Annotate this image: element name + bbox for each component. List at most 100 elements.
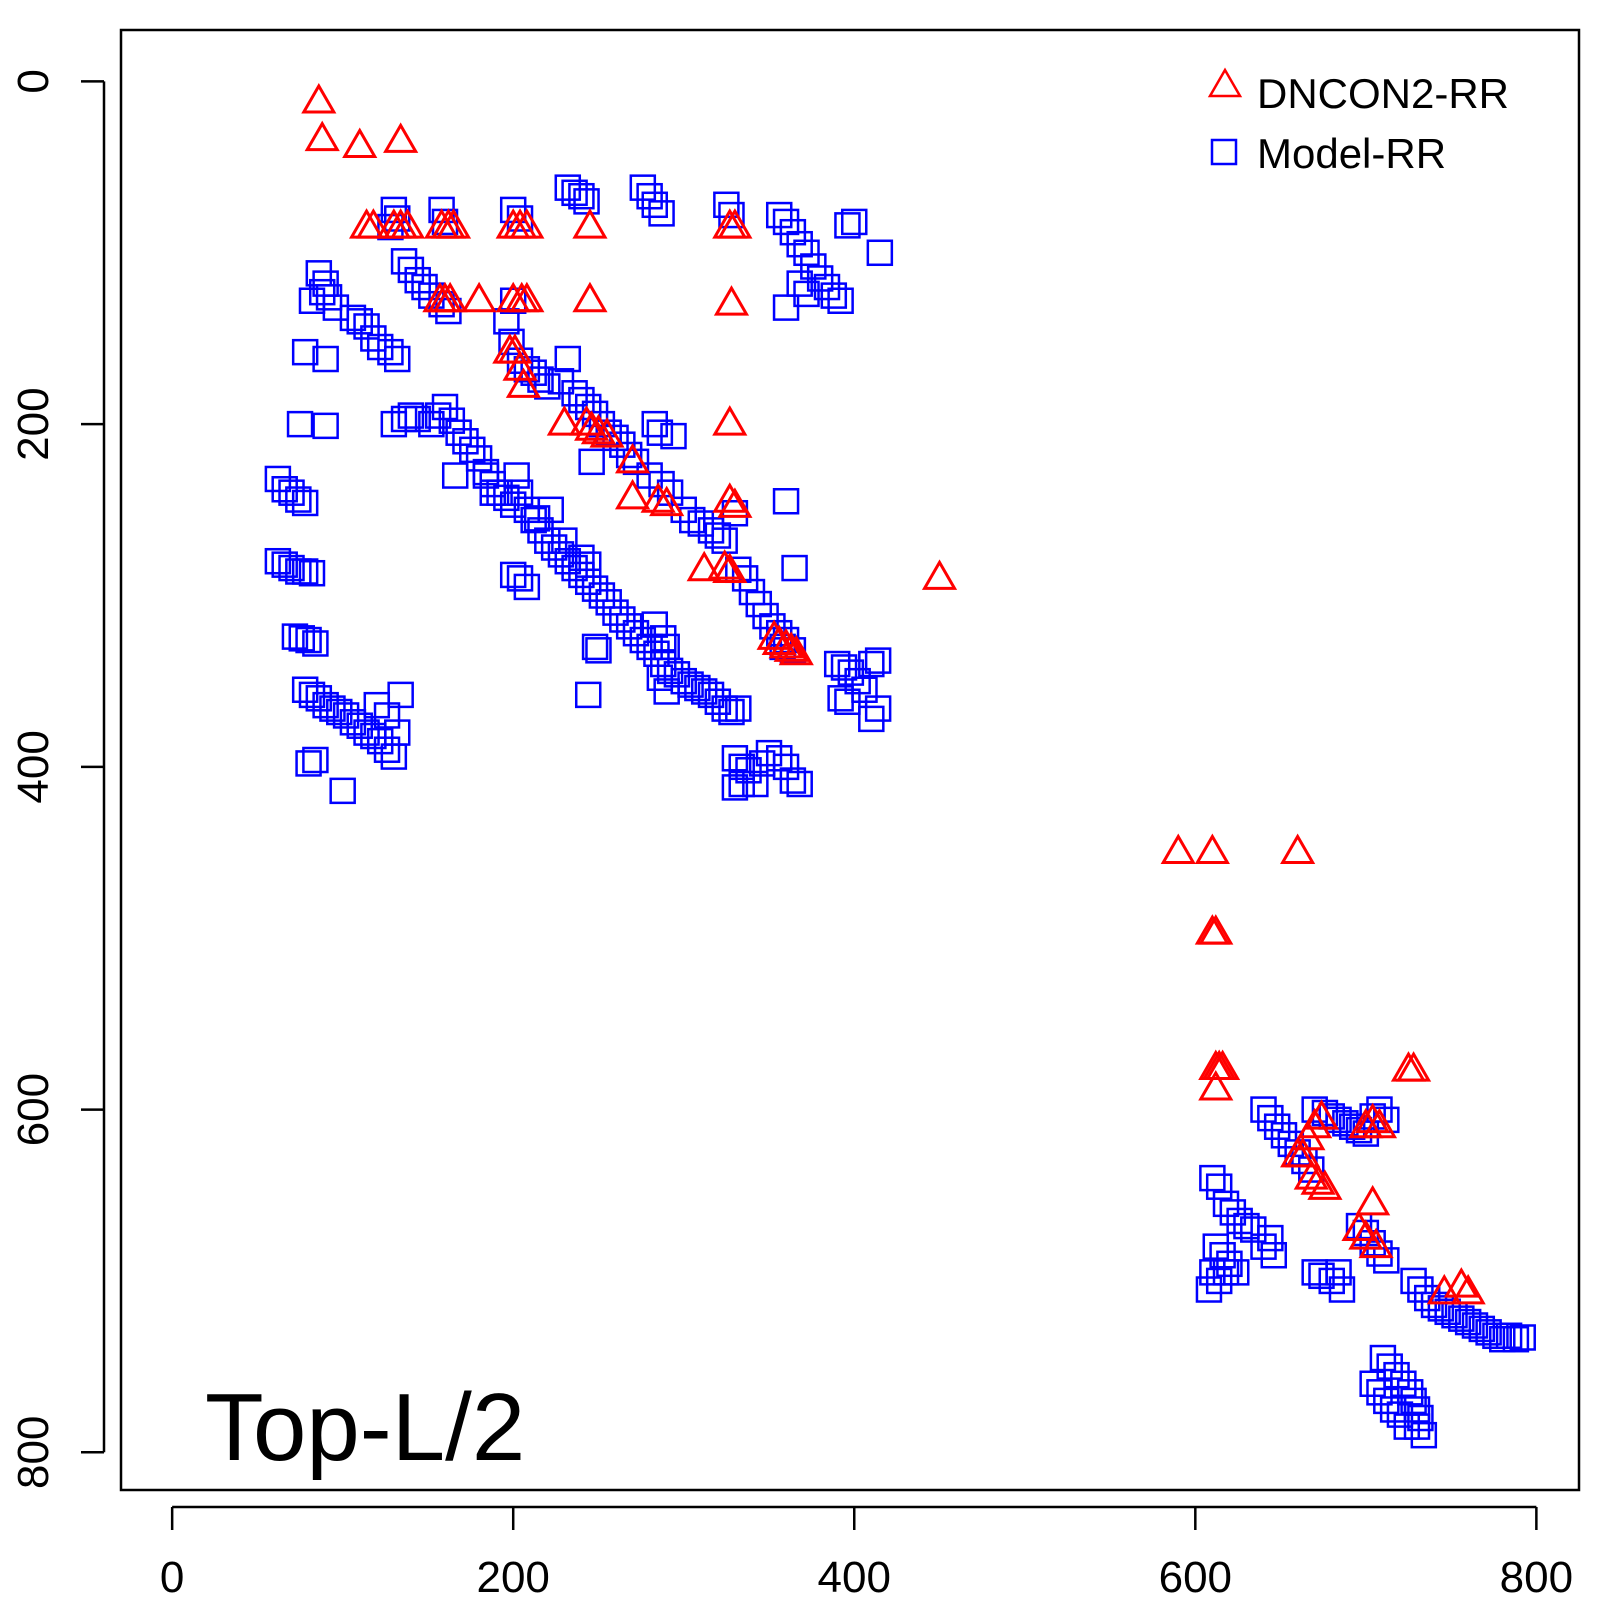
model-rr-point [1212,1259,1240,1286]
model-rr-point [366,727,394,755]
model-rr-point [793,239,820,267]
dncon2-rr-point [1300,1164,1336,1195]
dncon2-rr-point [712,482,748,513]
model-rr-point [622,619,650,647]
model-rr-point [864,647,892,674]
model-rr-point [377,338,404,366]
dncon2-rr-point [383,122,419,153]
dncon2-rr-point [304,120,340,152]
model-rr-point [459,436,486,464]
model-rr-point [380,410,408,438]
model-rr-point [551,527,578,554]
model-rr-point [329,777,356,805]
dncon2-rr-point [342,127,378,159]
model-rr-point [830,654,858,681]
model-rr-point [841,208,868,236]
model-rr-point [568,386,595,414]
model-rr-point [772,294,800,321]
model-rr-point [397,402,425,429]
model-rr-point [523,505,551,532]
model-rr-point [1338,1113,1366,1140]
model-rr-point [322,294,350,321]
dncon2-rr-point [589,417,625,448]
model-rr-point [718,201,745,229]
model-rr-point [1369,1344,1397,1372]
model-rr-point [1407,1276,1434,1303]
dncon2-rr-point [505,367,542,398]
dncon2-rr-point [568,405,605,436]
legend: DNCON2-RR Model-RR [1207,67,1509,177]
model-rr-point [418,410,445,438]
dncon2-rr-point [713,285,750,316]
dncon2-rr-point [1297,1107,1333,1139]
x-tick-label: 400 [818,1553,891,1600]
y-tick-label: 0 [9,69,58,93]
model-rr-point [781,554,808,582]
model-rr-point [646,419,674,446]
model-rr-point [291,558,319,585]
model-rr-point [786,770,813,798]
model-rr-point [554,345,582,373]
y-axis: 0 200 400 600 800 [9,69,106,1489]
dncon2-rr-point [1355,1102,1391,1134]
model-rr-point [728,753,755,781]
series-dncon2-rr [301,82,1486,1305]
dncon2-rr-point [1303,1099,1340,1130]
model-rr-point [1205,1267,1233,1295]
model-rr-point [520,506,547,534]
model-rr-point [291,489,319,517]
model-rr-point [1216,1250,1243,1278]
model-rr-point [506,565,534,592]
y-tick-label: 200 [9,387,58,460]
model-rr-point [834,212,861,239]
model-rr-point [540,534,568,561]
dncon2-rr-point [649,485,685,517]
model-rr-point [441,462,469,489]
model-rr-point [384,719,411,746]
series-layer [264,82,1536,1449]
model-rr-point [1366,1096,1393,1123]
model-rr-point [581,633,609,661]
panel-label: Top-L/2 [205,1374,525,1481]
dncon2-rr-point [461,281,497,313]
model-rr-point [646,664,674,691]
dncon2-rr-point [1361,1107,1398,1139]
model-rr-point [339,709,367,736]
dncon2-rr-point [1280,833,1316,865]
model-rr-point [404,266,431,294]
dncon2-rr-point [301,82,337,114]
model-rr-point [302,746,329,774]
x-tick-label: 200 [476,1553,549,1600]
dncon2-rr-point [756,619,792,650]
model-rr-point [793,280,820,308]
model-rr-point [772,487,800,515]
x-tick-label: 600 [1159,1553,1232,1600]
model-rr-point [1393,1413,1421,1440]
model-rr-point [271,551,298,578]
model-rr-point [1410,1421,1438,1449]
model-rr-point [1502,1325,1530,1353]
model-rr-point [479,479,506,506]
model-rr-point [1318,1267,1345,1295]
model-rr-point [615,441,643,469]
model-rr-point [315,284,343,311]
model-rr-point [554,174,582,201]
model-rr-point [844,667,871,695]
model-rr-point [653,678,680,705]
model-rr-point [411,273,438,301]
model-rr-point [568,561,595,589]
dncon2-rr-point [572,281,608,313]
dncon2-rr-point [389,208,426,239]
model-rr-point [574,681,602,709]
model-rr-point [503,462,530,489]
dncon2-rr-point [1341,1210,1377,1242]
model-rr-point [765,201,793,229]
model-rr-point [1202,1233,1230,1260]
legend-triangle-marker [1207,67,1243,98]
dncon2-rr-point [546,405,582,436]
model-rr-point [858,650,885,678]
model-rr-point [1212,1190,1240,1218]
model-rr-point [1250,1096,1277,1123]
dncon2-rr-point [640,482,676,513]
model-rr-point [506,479,534,506]
